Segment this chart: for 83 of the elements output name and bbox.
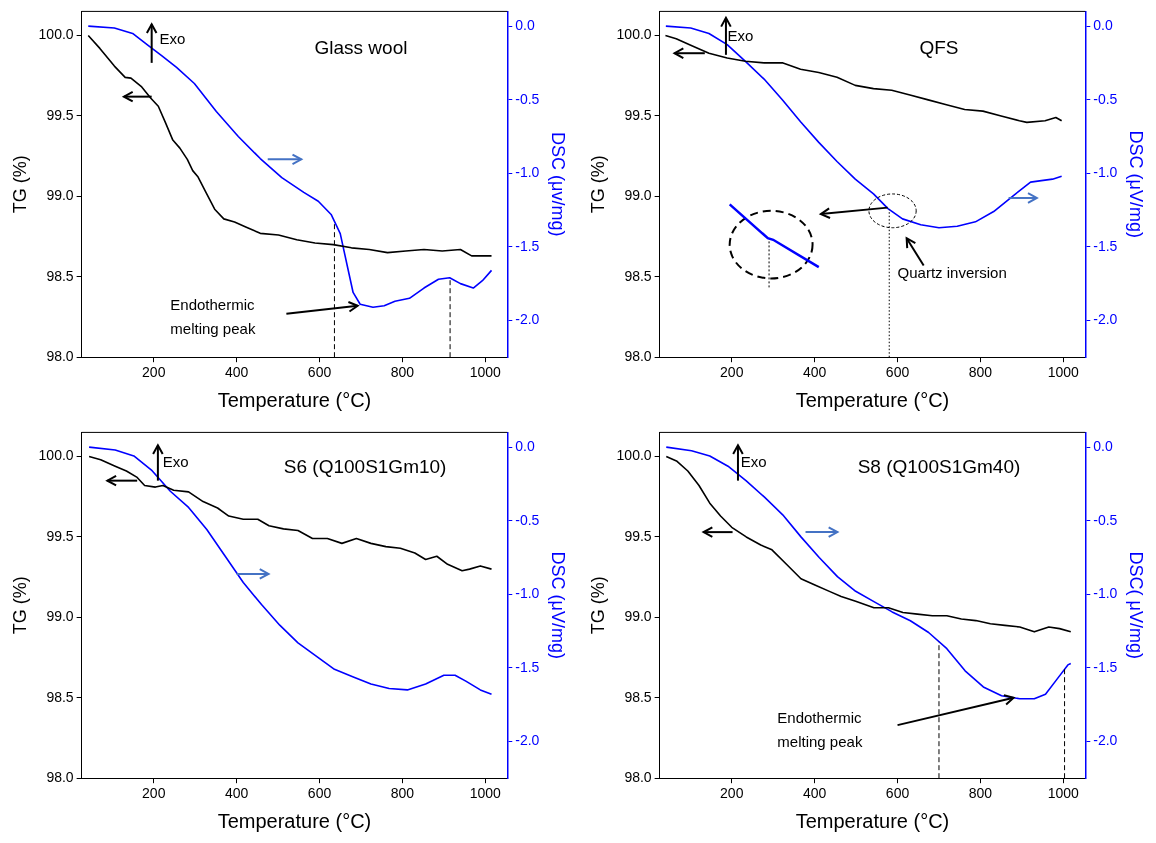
x-tick-label: 400 bbox=[802, 364, 827, 381]
y-tick-label: 99.5 bbox=[624, 106, 652, 123]
annotation: Endothermic melting peak bbox=[777, 708, 863, 750]
y2-tick-label: -1.0 bbox=[515, 585, 540, 602]
x-tick-label: 800 bbox=[968, 364, 993, 381]
x-tick-label: 600 bbox=[885, 364, 910, 381]
x-tick-label: 400 bbox=[224, 364, 249, 381]
y2-tick-label: 0.0 bbox=[1093, 16, 1113, 33]
y2-tick-label: -1.5 bbox=[515, 658, 540, 675]
text: S6 (Q100S1Gm10) bbox=[283, 456, 447, 478]
y-tick-label: 99.5 bbox=[46, 106, 74, 123]
y-tick-label: 98.5 bbox=[624, 688, 652, 705]
annotation: Exo bbox=[740, 453, 767, 471]
x-tick-label: 200 bbox=[720, 364, 744, 381]
x-tick-label: 1000 bbox=[1047, 364, 1080, 381]
x-axis-title: Temperature (°C) bbox=[217, 809, 372, 832]
y2-tick-label: -0.5 bbox=[515, 511, 540, 528]
y-tick-label: 98.0 bbox=[46, 769, 74, 786]
x-tick-label: 400 bbox=[224, 785, 249, 802]
y2-tick-label: -1.5 bbox=[1093, 658, 1118, 675]
y-tick-label: 99.0 bbox=[46, 187, 74, 204]
y-tick-label: 100.0 bbox=[38, 447, 74, 464]
y2-tick-label: 0.0 bbox=[1093, 437, 1113, 454]
text: Glass wool bbox=[314, 36, 408, 58]
x-axis-title: Temperature (°C) bbox=[217, 388, 372, 411]
y2-axis-title: DSC (μV/mg) bbox=[1126, 130, 1147, 238]
x-tick-label: 1000 bbox=[469, 785, 502, 802]
y2-tick-label: -2.0 bbox=[515, 732, 540, 749]
x-tick-label: 200 bbox=[142, 785, 166, 802]
y2-tick-label: -0.5 bbox=[515, 90, 540, 107]
y-tick-label: 99.0 bbox=[46, 608, 74, 625]
x-tick-label: 800 bbox=[390, 785, 415, 802]
y2-tick-label: -1.0 bbox=[1093, 164, 1118, 181]
y2-tick-label: -2.0 bbox=[1093, 311, 1118, 328]
x-tick-label: 600 bbox=[307, 785, 332, 802]
y-tick-label: 99.0 bbox=[624, 187, 652, 204]
y2-axis-title: DSC (μv/mg) bbox=[548, 132, 569, 237]
annotation: Exo bbox=[727, 27, 754, 45]
y-tick-label: 98.0 bbox=[624, 348, 652, 365]
y2-tick-label: -0.5 bbox=[1093, 511, 1118, 528]
y2-axis-title: DSC( μV/mg) bbox=[1126, 551, 1147, 659]
y2-tick-label: 0.0 bbox=[515, 16, 535, 33]
y2-tick-label: -1.5 bbox=[515, 237, 540, 254]
x-tick-label: 1000 bbox=[469, 364, 502, 381]
y-tick-label: 98.0 bbox=[624, 769, 652, 786]
x-tick-label: 1000 bbox=[1047, 785, 1080, 802]
y-tick-label: 99.0 bbox=[624, 608, 652, 625]
y-tick-label: 98.0 bbox=[46, 348, 74, 365]
x-tick-label: 800 bbox=[968, 785, 993, 802]
y-tick-label: 100.0 bbox=[616, 26, 652, 43]
y-tick-label: 100.0 bbox=[616, 447, 652, 464]
y2-tick-label: -1.0 bbox=[515, 164, 540, 181]
y-axis-title: TG (%) bbox=[587, 155, 608, 214]
y2-tick-label: -2.0 bbox=[1093, 732, 1118, 749]
annotation: Quartz inversion bbox=[897, 263, 1007, 281]
y2-tick-label: -1.5 bbox=[1093, 237, 1118, 254]
y-tick-label: 99.5 bbox=[46, 527, 74, 544]
text: QFS bbox=[919, 36, 959, 58]
x-tick-label: 600 bbox=[885, 785, 910, 802]
annotation: Exo bbox=[162, 453, 189, 471]
y-tick-label: 98.5 bbox=[624, 267, 652, 284]
y-tick-label: 98.5 bbox=[46, 267, 74, 284]
y-axis-title: TG (%) bbox=[9, 576, 30, 635]
annotation: Exo bbox=[159, 30, 186, 48]
y-tick-label: 99.5 bbox=[624, 527, 652, 544]
y2-tick-label: -0.5 bbox=[1093, 90, 1118, 107]
y-tick-label: 98.5 bbox=[46, 688, 74, 705]
y2-tick-label: -1.0 bbox=[1093, 585, 1118, 602]
y2-tick-label: 0.0 bbox=[515, 437, 535, 454]
text: S8 (Q100S1Gm40) bbox=[857, 456, 1021, 478]
y-axis-title: TG (%) bbox=[587, 576, 608, 635]
y2-tick-label: -2.0 bbox=[515, 311, 540, 328]
x-axis-title: Temperature (°C) bbox=[795, 809, 950, 832]
x-tick-label: 200 bbox=[720, 785, 744, 802]
x-tick-label: 800 bbox=[390, 364, 415, 381]
x-tick-label: 600 bbox=[307, 364, 332, 381]
x-tick-label: 200 bbox=[142, 364, 166, 381]
annotation: Endothermic melting peak bbox=[170, 295, 256, 337]
y-tick-label: 100.0 bbox=[38, 26, 74, 43]
y2-axis-title: DSC (μV/mg) bbox=[548, 551, 569, 659]
y-axis-title: TG (%) bbox=[9, 155, 30, 214]
x-axis-title: Temperature (°C) bbox=[795, 388, 950, 411]
x-tick-label: 400 bbox=[802, 785, 827, 802]
